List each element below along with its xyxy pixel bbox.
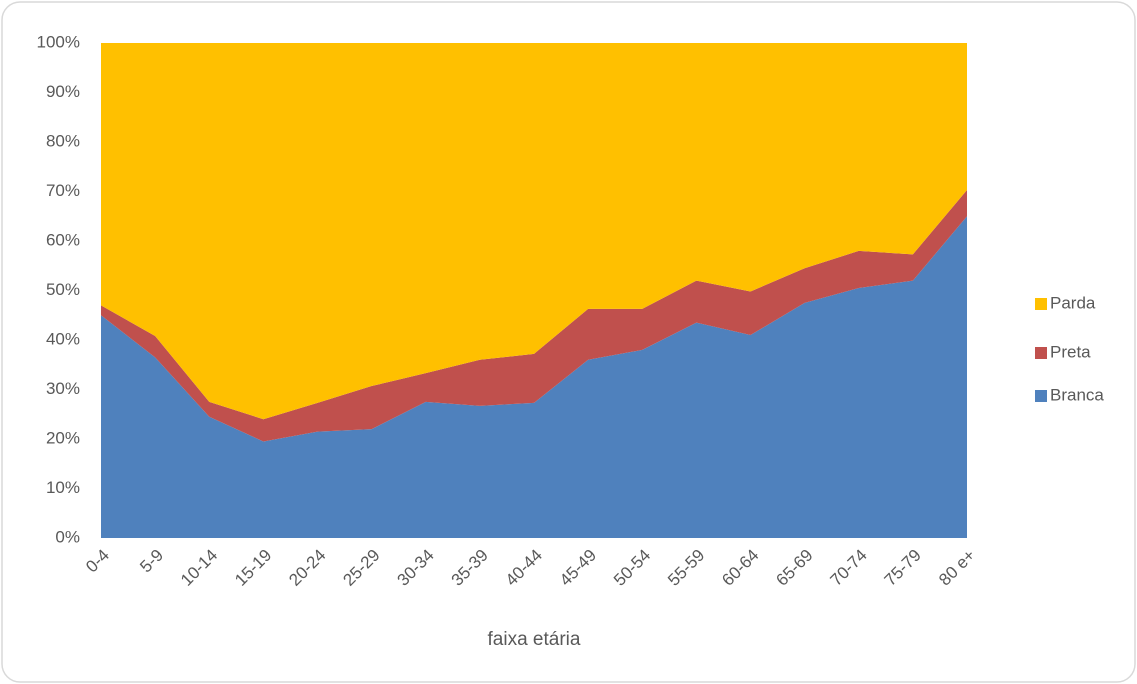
y-tick-label: 100% [37,32,80,51]
y-tick-label: 70% [46,181,80,200]
legend-label: Preta [1050,342,1091,361]
y-tick-label: 30% [46,379,80,398]
area [101,43,967,420]
y-tick-label: 50% [46,280,80,299]
legend-label: Parda [1050,293,1096,312]
y-tick-label: 80% [46,131,80,150]
x-axis-title: faixa etária [488,629,581,650]
legend-label: Branca [1050,385,1104,404]
y-tick-label: 10% [46,478,80,497]
y-tick-label: 60% [46,230,80,249]
area [101,190,967,442]
y-tick-label: 90% [46,82,80,101]
legend-swatch [1035,347,1047,359]
area [101,216,967,538]
y-tick-label: 20% [46,428,80,447]
legend-swatch [1035,390,1047,402]
y-tick-label: 40% [46,329,80,348]
y-tick-label: 0% [55,527,80,546]
legend-swatch [1035,298,1047,310]
